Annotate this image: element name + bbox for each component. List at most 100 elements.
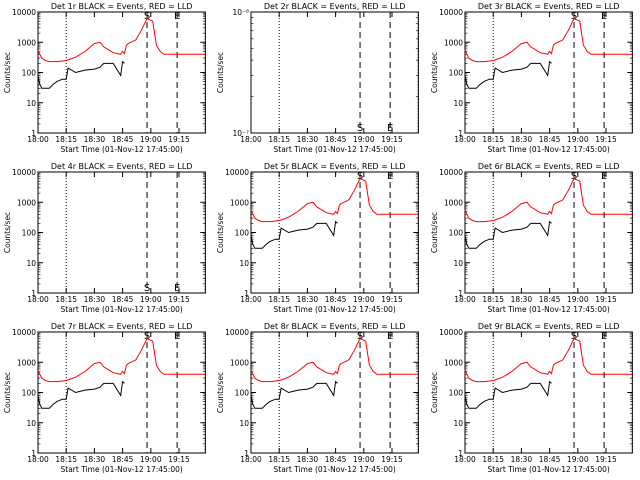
x-tick-label: 18:45 (325, 455, 347, 464)
x-tick-label: 18:15 (482, 295, 504, 304)
y-axis-title: Counts/sec (430, 52, 439, 93)
x-tick-label: 18:15 (55, 455, 77, 464)
x-tick-label: 18:45 (538, 455, 560, 464)
y-axis-title: Counts/sec (3, 372, 12, 413)
marker-label-e: E (387, 123, 393, 134)
x-tick-label: 18:00 (241, 455, 263, 464)
plot-frame (37, 171, 206, 294)
chart-title: Det 8r BLACK = Events, RED = LLD (264, 322, 406, 331)
y-tick-label: 1 (31, 449, 36, 458)
y-axis-title: Counts/sec (216, 212, 225, 253)
y-tick-label: 10000 (12, 328, 36, 337)
x-tick-label: 18:00 (27, 295, 49, 304)
plot-frame (464, 11, 633, 134)
y-tick-label: 100 (448, 389, 463, 398)
marker-label-s: S (571, 171, 577, 182)
series-line-events (250, 220, 339, 249)
plot-frame (250, 11, 420, 134)
x-tick-label: 19:15 (382, 135, 404, 144)
chart-title: Det 9r BLACK = Events, RED = LLD (478, 322, 620, 331)
series-line-events (37, 60, 125, 89)
y-tick-label: 1 (245, 289, 250, 298)
y-axis-title: Counts/sec (3, 52, 12, 93)
y-tick-label: 1000 (444, 198, 463, 207)
x-tick-label: 19:00 (140, 135, 162, 144)
y-axis-title: Counts/sec (216, 372, 225, 413)
x-tick-label: 19:15 (595, 295, 617, 304)
plot-frame (250, 171, 420, 294)
y-tick-label: 10 (240, 259, 250, 268)
x-tick-label: 18:45 (538, 295, 560, 304)
x-tick-label: 18:30 (510, 135, 532, 144)
y-tick-label: 10000 (225, 328, 249, 337)
x-axis-title: Start Time (01-Nov-12 17:45:00) (274, 145, 396, 154)
x-tick-label: 18:15 (269, 135, 291, 144)
x-tick-label: 18:45 (112, 295, 134, 304)
x-tick-label: 18:45 (112, 135, 134, 144)
chart-panel-1: Det 1r BLACK = Events, RED = LLD 1 10 100 10… (3, 2, 206, 154)
marker-label-s: S (571, 11, 577, 22)
y-tick-label: 1000 (444, 38, 463, 47)
y-tick-label: 10⁻⁷ (233, 129, 250, 138)
chart-panel-9: Det 9r BLACK = Events, RED = LLD 1 10 100 10… (430, 322, 633, 474)
series-line-lld (464, 18, 632, 63)
y-tick-label: 1 (458, 449, 463, 458)
series-line-lld (37, 18, 206, 63)
y-tick-label: 10 (453, 259, 463, 268)
x-tick-label: 19:00 (353, 135, 375, 144)
marker-label-s: S (144, 11, 150, 22)
x-axis-title: Start Time (01-Nov-12 17:45:00) (274, 305, 396, 314)
x-tick-label: 18:15 (482, 135, 504, 144)
x-tick-label: 18:30 (84, 135, 106, 144)
series-line-events (37, 380, 125, 409)
y-tick-label: 100 (235, 389, 250, 398)
x-tick-label: 19:00 (567, 135, 589, 144)
y-tick-label: 100 (235, 229, 250, 238)
x-tick-label: 19:15 (382, 295, 404, 304)
chart-title: Det 6r BLACK = Events, RED = LLD (478, 162, 620, 171)
y-tick-label: 10000 (12, 8, 36, 17)
y-tick-label: 100 (22, 69, 37, 78)
chart-panel-4: Det 4r BLACK = Events, RED = LLD 1 10 100 10… (3, 162, 206, 314)
y-tick-label: 1000 (17, 358, 36, 367)
x-tick-label: 19:15 (595, 135, 617, 144)
chart-title: Det 5r BLACK = Events, RED = LLD (264, 162, 406, 171)
y-tick-label: 10 (26, 99, 36, 108)
marker-label-e: E (601, 11, 607, 22)
y-axis-title: Counts/sec (216, 52, 225, 93)
marker-label-e: E (174, 331, 180, 342)
y-tick-label: 1000 (444, 358, 463, 367)
x-axis-title: Start Time (01-Nov-12 17:45:00) (61, 305, 183, 314)
x-tick-label: 18:00 (454, 295, 476, 304)
x-tick-label: 18:45 (112, 455, 134, 464)
chart-panel-3: Det 3r BLACK = Events, RED = LLD 1 10 100 10… (430, 2, 633, 154)
marker-label-s: S (357, 123, 363, 134)
y-tick-label: 10000 (12, 168, 36, 177)
y-tick-label: 100 (22, 229, 37, 238)
x-tick-label: 18:30 (297, 295, 319, 304)
x-tick-label: 18:15 (55, 295, 77, 304)
marker-label-s: S (144, 283, 150, 294)
x-tick-label: 18:30 (84, 295, 106, 304)
y-tick-label: 10 (26, 419, 36, 428)
y-tick-label: 10 (240, 419, 250, 428)
x-tick-label: 18:30 (510, 455, 532, 464)
plot-frame (37, 331, 206, 454)
marker-label-e: E (174, 11, 180, 22)
x-tick-label: 18:15 (269, 295, 291, 304)
x-axis-title: Start Time (01-Nov-12 17:45:00) (274, 465, 396, 474)
x-axis-title: Start Time (01-Nov-12 17:45:00) (61, 465, 183, 474)
marker-label-e: E (601, 331, 607, 342)
marker-label-e: E (174, 283, 180, 294)
chart-panel-7: Det 7r BLACK = Events, RED = LLD 1 10 100 10… (3, 322, 206, 474)
chart-title: Det 3r BLACK = Events, RED = LLD (478, 2, 620, 11)
plot-frame (37, 11, 206, 134)
y-tick-label: 100 (448, 229, 463, 238)
x-tick-label: 19:00 (353, 295, 375, 304)
x-tick-label: 19:00 (140, 295, 162, 304)
y-tick-label: 1 (245, 449, 250, 458)
y-tick-label: 1000 (17, 38, 36, 47)
marker-label-s: S (357, 171, 363, 182)
series-line-lld (250, 178, 419, 223)
plot-frame (464, 171, 633, 294)
